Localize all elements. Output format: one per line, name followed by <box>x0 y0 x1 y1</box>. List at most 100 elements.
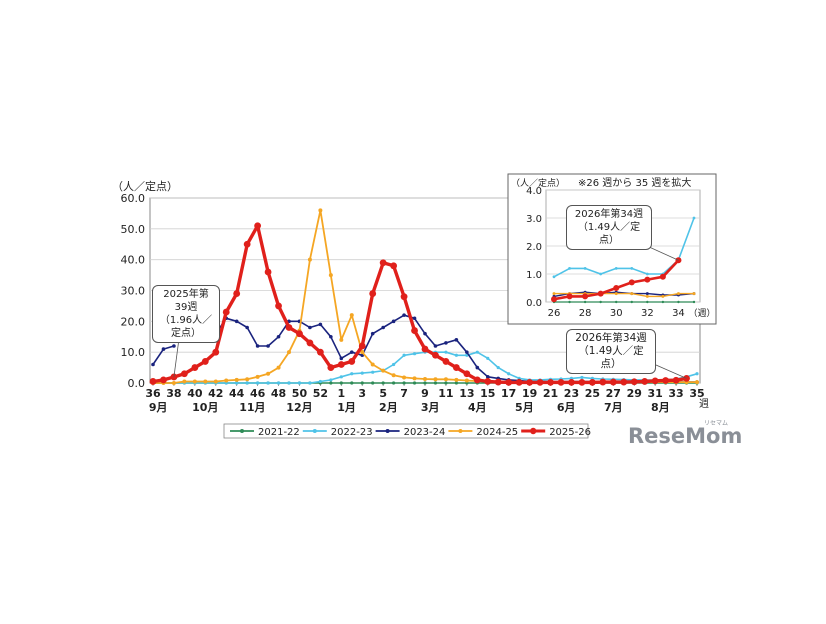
main-series-2024-25-point <box>443 377 448 382</box>
main-series-2025-26-point <box>160 376 167 384</box>
inset-series-2022-23-point <box>599 272 603 276</box>
inset-y-tick-label: 4.0 <box>526 186 542 197</box>
main-series-2023-24-point <box>308 325 312 330</box>
main-series-2024-25-point <box>370 362 375 367</box>
main-series-2024-25-point <box>192 379 197 384</box>
main-series-2025-26-line <box>152 224 687 385</box>
main-series-2025-26-point <box>557 378 565 386</box>
main-series-2025-26-point <box>191 364 199 371</box>
main-x-tick-label: 38 <box>166 387 181 400</box>
inset-y-tick-label: 3.0 <box>526 214 542 225</box>
main-series-2022-23-point <box>412 352 417 356</box>
main-series-2022-23-point <box>360 371 364 375</box>
main-series-2024-25-point <box>402 375 407 380</box>
main-series-2023-24-point <box>370 331 375 336</box>
legend-swatch-point <box>458 429 463 433</box>
main-series-2025-26-point <box>369 290 377 297</box>
inset-y-tick-label: 2.0 <box>526 242 542 253</box>
main-series-2022-23-point <box>392 362 396 367</box>
main-x-tick-label: 33 <box>668 387 683 400</box>
inset-series-2025-26-point <box>551 296 557 303</box>
main-series-2024-25-point <box>245 377 250 382</box>
main-x-tick-label: 46 <box>250 387 266 400</box>
main-x-month-label: 2月 <box>379 401 398 414</box>
main-series-2021-22-point <box>392 381 396 385</box>
inset-series-2021-22-point <box>646 300 649 304</box>
inset-series-2025-26-point <box>659 273 666 280</box>
main-x-tick-label: 50 <box>292 387 308 400</box>
main-series-2024-25-point <box>171 381 176 385</box>
main-series-2022-23-point <box>454 353 458 357</box>
inset-series-2021-22-point <box>692 300 696 304</box>
main-annotation-start-line1: 2025年第39週 <box>163 289 209 313</box>
legend-item-label: 2023-24 <box>404 427 446 438</box>
main-y-tick-label: 40.0 <box>121 254 146 267</box>
inset-series-2024-25-point <box>645 294 649 298</box>
main-x-tick-label: 9 <box>421 387 429 400</box>
inset-series-2024-25-line <box>554 292 694 298</box>
main-x-tick-label: 40 <box>187 387 203 400</box>
main-x-tick-label: 27 <box>606 387 621 400</box>
inset-x-tick-label: 28 <box>579 308 592 319</box>
main-series-2025-26-point <box>254 222 262 230</box>
inset-x-tick-label: 34 <box>672 308 685 319</box>
inset-y-axis-label: （人／定点） <box>511 177 565 189</box>
main-series-2025-26-point <box>358 342 366 350</box>
main-series-2025-26-point <box>180 370 188 378</box>
main-series-2021-22-point <box>423 381 427 385</box>
inset-series-2021-22-point <box>615 300 618 304</box>
main-series-2022-23-point <box>297 381 302 385</box>
inset-series-2025-26-point <box>566 293 573 300</box>
main-y-tick-label: 50.0 <box>121 223 146 236</box>
inset-series-2021-22-point <box>583 300 587 304</box>
inset-x-tick-label: 26 <box>548 308 561 319</box>
main-x-tick-label: 1 <box>337 387 345 400</box>
main-series-2025-26-point <box>222 308 230 316</box>
main-series-2024-25-point <box>213 379 218 384</box>
main-x-month-label: 3月 <box>421 401 440 414</box>
main-series-2023-24-point <box>465 350 469 354</box>
main-x-tick-label: 13 <box>459 387 474 400</box>
main-series-2022-23-point <box>266 381 270 385</box>
inset-series-2022-23-point <box>568 267 571 270</box>
main-x-month-label: 4月 <box>468 401 487 414</box>
main-y-tick-label: 0.0 <box>128 377 146 390</box>
main-annotation-end-line1: 2026年第34週 <box>575 332 647 344</box>
main-y-tick-label: 60.0 <box>121 192 146 205</box>
main-series-2024-25-point <box>234 377 239 382</box>
legend-swatch-point <box>312 429 317 433</box>
main-series-2025-26-point <box>641 378 649 385</box>
main-series-2025-26-point <box>494 378 502 386</box>
main-series-2024-25-point <box>182 379 187 384</box>
main-series-2021-22-point <box>412 381 417 385</box>
main-series-2023-24-point <box>454 338 459 342</box>
main-x-tick-label: 36 <box>145 387 161 400</box>
main-series-2024-25-point <box>339 337 344 342</box>
main-series-2025-26-point <box>536 378 544 386</box>
main-series-2025-26-point <box>515 378 523 386</box>
main-series-2023-24-point <box>475 365 480 370</box>
main-series-2023-24-point <box>151 362 155 367</box>
main-annotation-start-line2: （1.96人／定点） <box>159 315 213 339</box>
main-series-2023-24-point <box>255 344 260 348</box>
main-series-2022-23-point <box>329 378 333 382</box>
main-series-2023-24-point <box>245 325 249 330</box>
main-series-2021-22-point <box>360 381 364 385</box>
main-series-2024-25-point <box>318 208 323 213</box>
main-series-2023-24-point <box>266 344 270 348</box>
inset-annotation-line2: （1.49人／定点） <box>577 222 641 246</box>
main-series-2021-22-point <box>371 381 375 385</box>
main-x-month-label: 10月 <box>192 401 218 414</box>
inset-annotation: 2026年第34週 （1.49人／定点） <box>566 205 652 250</box>
main-series-2023-24-point <box>339 356 344 361</box>
main-series-2023-24-point <box>381 325 385 330</box>
main-x-tick-label: 17 <box>501 387 516 400</box>
main-series-2025-26-point <box>390 262 398 270</box>
main-series-2025-26-point <box>442 358 450 365</box>
inset-series-2021-22-point <box>568 300 571 304</box>
inset-series-2024-25-point <box>630 292 634 296</box>
inset-series-2024-25-point <box>692 292 696 296</box>
main-series-2025-26-point <box>432 351 439 359</box>
